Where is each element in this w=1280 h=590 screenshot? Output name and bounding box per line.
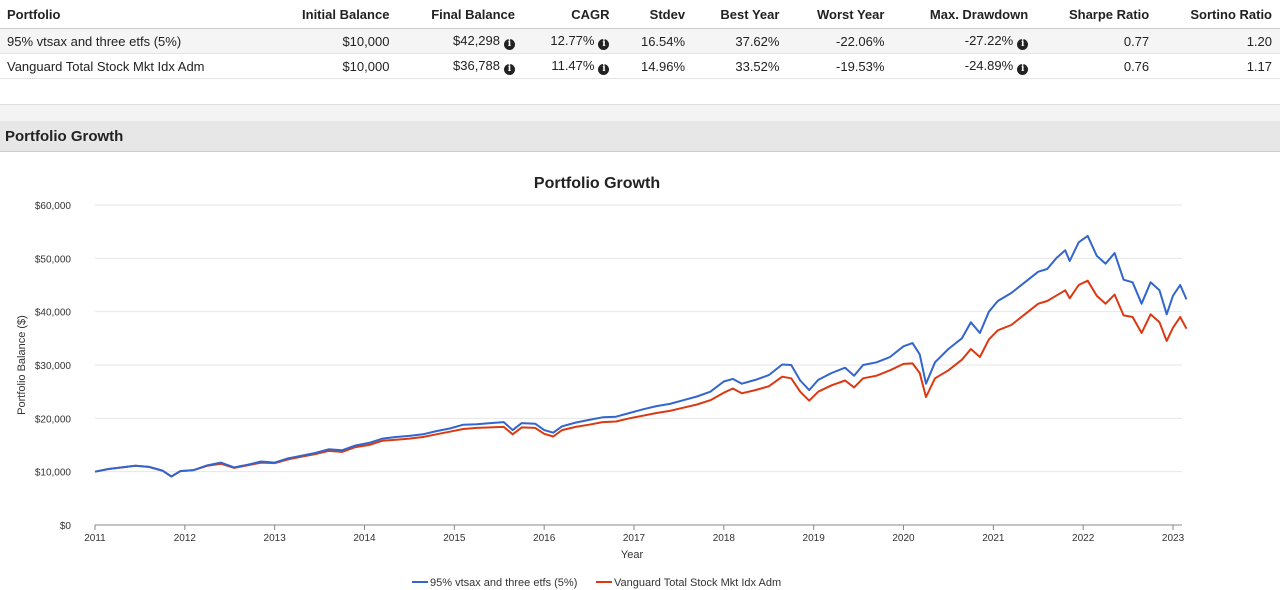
cell-portfolio: Vanguard Total Stock Mkt Idx Adm (0, 53, 268, 79)
section-title: Portfolio Growth (5, 128, 124, 145)
table-row: Vanguard Total Stock Mkt Idx Adm $10,000… (0, 53, 1280, 79)
col-sortino-ratio[interactable]: Sortino Ratio (1157, 0, 1280, 29)
info-icon[interactable]: i (598, 63, 610, 75)
drawdown-value: -24.89% (964, 57, 1014, 73)
info-icon[interactable]: i (504, 63, 515, 75)
legend-label-series-1[interactable]: 95% vtsax and three etfs (5%) (430, 577, 577, 589)
x-axis-ticks: 2011 2012 2013 2014 2015 2016 2017 2018 2019 2020… (84, 525, 1185, 544)
cell-max-drawdown: -27.22% i (892, 28, 1037, 54)
section-divider (0, 104, 1280, 122)
x-tick-label: 2015 (443, 533, 466, 544)
x-tick-label: 2017 (623, 533, 646, 544)
y-tick-label: $50,000 (35, 254, 72, 265)
x-tick-label: 2020 (892, 533, 915, 544)
x-tick-label: 2011 (84, 533, 106, 544)
cagr-value: 12.77% (550, 32, 595, 48)
section-header: Portfolio Growth (0, 121, 1280, 152)
x-axis-label: Year (621, 549, 644, 561)
col-portfolio[interactable]: Portfolio (0, 0, 268, 29)
series-line-2 (94, 279, 1188, 478)
chart-title: Portfolio Growth (534, 175, 660, 192)
cell-final-balance: $42,298 i (397, 28, 523, 54)
x-tick-label: 2014 (353, 533, 376, 544)
final-balance-value: $36,788 (453, 57, 500, 73)
cell-cagr: 11.47% i (523, 53, 618, 79)
col-max-drawdown[interactable]: Max. Drawdown (892, 0, 1037, 29)
col-initial-balance[interactable]: Initial Balance (267, 0, 398, 29)
cell-stdev: 14.96% (617, 53, 694, 79)
col-cagr[interactable]: CAGR (523, 0, 618, 29)
x-tick-label: 2022 (1072, 533, 1095, 544)
cell-sharpe-ratio: 0.76 (1036, 53, 1158, 79)
gridlines (95, 204, 1182, 526)
cell-cagr: 12.77% i (523, 28, 618, 54)
x-tick-label: 2018 (713, 533, 736, 544)
series-line-1 (94, 234, 1188, 478)
portfolio-growth-chart: Portfolio Growth $0 $10,000 $20,000 $30,000… (16, 175, 1188, 589)
cell-worst-year: -22.06% (787, 28, 893, 54)
cell-best-year: 33.52% (693, 53, 788, 79)
cell-initial-balance: $10,000 (267, 28, 398, 54)
drawdown-value: -27.22% (964, 32, 1014, 48)
summary-table: Portfolio Initial Balance Final Balance … (0, 0, 1280, 79)
col-worst-year[interactable]: Worst Year (787, 0, 893, 29)
series-lines (94, 234, 1188, 478)
y-tick-label: $60,000 (35, 201, 72, 212)
col-sharpe-ratio[interactable]: Sharpe Ratio (1036, 0, 1158, 29)
cell-best-year: 37.62% (693, 28, 788, 54)
cell-worst-year: -19.53% (787, 53, 893, 79)
y-axis-label: Portfolio Balance ($) (16, 315, 28, 415)
cell-final-balance: $36,788 i (397, 53, 523, 79)
x-tick-label: 2013 (264, 533, 287, 544)
cell-portfolio: 95% vtsax and three etfs (5%) (0, 28, 268, 54)
y-tick-label: $20,000 (35, 414, 72, 425)
y-tick-label: $0 (60, 521, 72, 532)
col-best-year[interactable]: Best Year (693, 0, 788, 29)
chart-legend: 95% vtsax and three etfs (5%) Vanguard T… (412, 577, 781, 589)
y-tick-label: $40,000 (35, 308, 72, 319)
table-row: 95% vtsax and three etfs (5%) $10,000 $4… (0, 28, 1280, 54)
cell-initial-balance: $10,000 (267, 53, 398, 79)
y-tick-label: $10,000 (35, 468, 72, 479)
x-tick-label: 2019 (803, 533, 826, 544)
cell-sortino-ratio: 1.17 (1157, 53, 1280, 79)
cell-sortino-ratio: 1.20 (1157, 28, 1280, 54)
info-icon[interactable]: i (1017, 63, 1029, 75)
x-tick-label: 2016 (533, 533, 556, 544)
y-tick-label: $30,000 (35, 361, 72, 372)
legend-label-series-2[interactable]: Vanguard Total Stock Mkt Idx Adm (614, 577, 781, 589)
cagr-value: 11.47% (551, 57, 595, 73)
col-final-balance[interactable]: Final Balance (397, 0, 523, 29)
table-header-row: Portfolio Initial Balance Final Balance … (0, 0, 1280, 29)
x-tick-label: 2012 (174, 533, 197, 544)
cell-stdev: 16.54% (617, 28, 694, 54)
x-tick-label: 2021 (982, 533, 1005, 544)
y-axis-ticks: $0 $10,000 $20,000 $30,000 $40,000 $50,000 $60… (35, 201, 72, 532)
x-tick-label: 2023 (1162, 533, 1185, 544)
info-icon[interactable]: i (504, 38, 515, 50)
final-balance-value: $42,298 (453, 32, 500, 48)
col-stdev[interactable]: Stdev (617, 0, 694, 29)
cell-max-drawdown: -24.89% i (892, 53, 1037, 79)
info-icon[interactable]: i (598, 38, 610, 50)
info-icon[interactable]: i (1017, 38, 1029, 50)
cell-sharpe-ratio: 0.77 (1036, 28, 1158, 54)
